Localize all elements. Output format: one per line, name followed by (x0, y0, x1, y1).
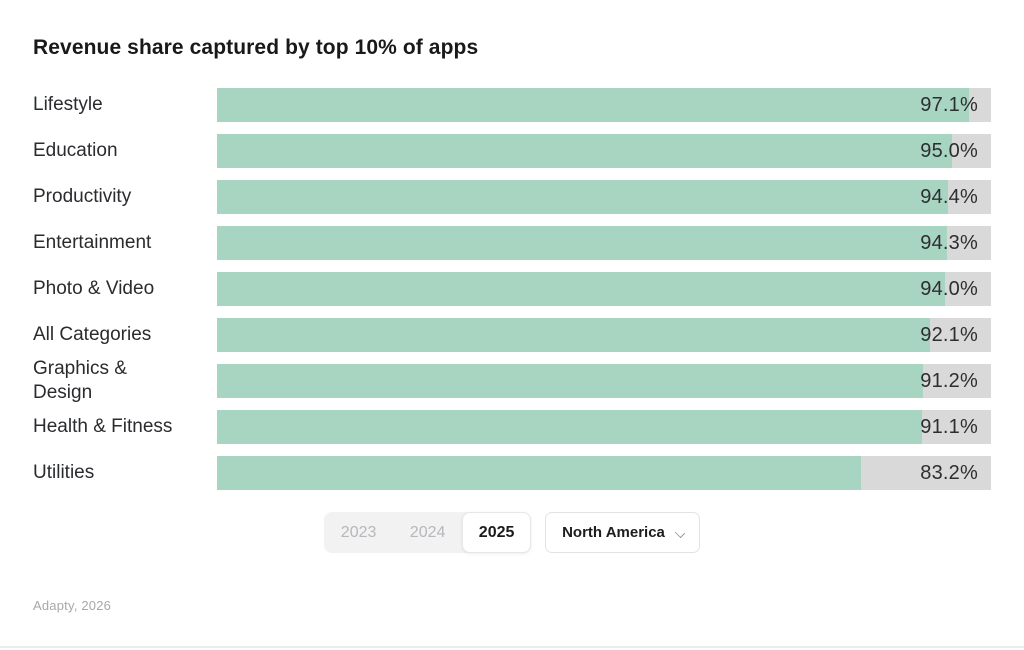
category-label: Productivity (33, 186, 132, 208)
bar-track: 94.3% (217, 226, 991, 260)
category-label: All Categories (33, 324, 152, 346)
category-label: Utilities (33, 462, 95, 484)
bar-value-label: 94.3% (920, 232, 978, 254)
bottom-divider (0, 646, 1024, 648)
chart-title: Revenue share captured by top 10% of app… (33, 36, 479, 59)
bar-row-entertainment: Entertainment 94.3% (33, 226, 991, 260)
bar-row-utilities: Utilities 83.2% (33, 456, 991, 490)
bar-track: 94.4% (217, 180, 991, 214)
bar-fill (217, 364, 923, 398)
bar-track: 92.1% (217, 318, 991, 352)
bar-fill (217, 410, 923, 444)
source-attribution: Adapty, 2026 (33, 598, 112, 613)
bar-value-label: 91.2% (920, 370, 978, 392)
bar-fill (217, 226, 947, 260)
year-button-2023[interactable]: 2023 (324, 512, 393, 553)
bar-track: 94.0% (217, 272, 991, 306)
bar-value-label: 97.1% (920, 94, 978, 116)
bar-track: 97.1% (217, 88, 991, 122)
chart-controls: 2023 2024 2025 North America (33, 512, 991, 553)
bar-fill (217, 456, 861, 490)
bar-row-photo-video: Photo & Video 94.0% (33, 272, 991, 306)
bar-fill (217, 272, 945, 306)
bar-row-education: Education 95.0% (33, 134, 991, 168)
bar-fill (217, 180, 948, 214)
bar-value-label: 94.4% (920, 186, 978, 208)
bar-row-lifestyle: Lifestyle 97.1% (33, 88, 991, 122)
category-label: Education (33, 140, 118, 162)
bar-fill (217, 134, 953, 168)
bar-fill (217, 88, 969, 122)
bar-value-label: 95.0% (920, 140, 978, 162)
bar-row-all-categories: All Categories 92.1% (33, 318, 991, 352)
category-label: Photo & Video (33, 278, 155, 300)
category-label: Lifestyle (33, 94, 103, 116)
year-button-2025[interactable]: 2025 (462, 512, 532, 553)
region-dropdown-label: North America (562, 524, 665, 541)
bar-track: 95.0% (217, 134, 991, 168)
bar-row-health-fitness: Health & Fitness 91.1% (33, 410, 991, 444)
category-label: Graphics & Design (33, 358, 127, 403)
region-dropdown[interactable]: North America (545, 512, 700, 553)
category-label: Health & Fitness (33, 416, 173, 438)
bar-row-productivity: Productivity 94.4% (33, 180, 991, 214)
year-toggle-group: 2023 2024 2025 (324, 512, 532, 553)
chevron-down-icon (675, 528, 685, 538)
bar-value-label: 94.0% (920, 278, 978, 300)
bar-value-label: 92.1% (920, 324, 978, 346)
bar-fill (217, 318, 930, 352)
bar-track: 83.2% (217, 456, 991, 490)
bar-chart: Lifestyle 97.1% Education 95.0% Producti… (33, 88, 991, 490)
bar-row-graphics-design: Graphics & Design 91.2% (33, 358, 991, 403)
category-label: Entertainment (33, 232, 152, 254)
year-button-2024[interactable]: 2024 (393, 512, 462, 553)
bar-value-label: 83.2% (920, 462, 978, 484)
bar-track: 91.2% (217, 364, 991, 398)
bar-value-label: 91.1% (920, 416, 978, 438)
bar-track: 91.1% (217, 410, 991, 444)
